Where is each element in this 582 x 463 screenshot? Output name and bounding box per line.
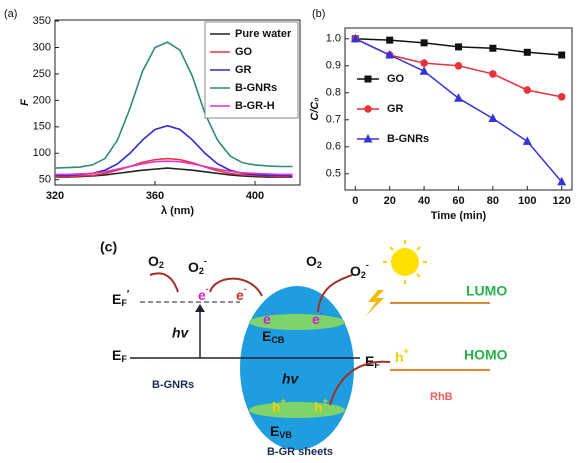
y-tick-label: 0.8 — [326, 87, 341, 99]
legend-label: B-GNRs — [387, 133, 429, 145]
marker — [454, 93, 463, 102]
marker — [421, 39, 428, 46]
figure: (c) O2 O2- EF′ e- e- hv EF B-GNRs e- e- … — [0, 0, 582, 463]
y-tick-label: 350 — [33, 15, 51, 27]
marker — [386, 37, 393, 44]
diagram: (c) O2 O2- EF′ e- e- hv EF B-GNRs e- e- … — [100, 239, 508, 458]
level-label: LUMO — [466, 283, 507, 299]
marker — [523, 86, 531, 94]
legend-label: Pure water — [235, 28, 292, 40]
hole: h+ — [395, 346, 409, 364]
species: O2 — [148, 253, 164, 271]
arrowhead — [195, 304, 205, 312]
marker — [524, 49, 531, 56]
legend-label: B-GNRs — [235, 82, 277, 94]
legend-label: GO — [387, 73, 405, 85]
y-tick-label: 1.0 — [326, 33, 341, 45]
photon: hv — [172, 325, 190, 341]
y-axis-label: F — [19, 99, 31, 106]
x-tick-label: 20 — [384, 195, 396, 207]
y-tick-label: 50 — [39, 174, 51, 186]
x-tick-label: 100 — [518, 195, 536, 207]
legend-label: B-GR-H — [235, 100, 275, 112]
species: O2- — [350, 260, 369, 280]
y-tick-label: 100 — [33, 147, 51, 159]
y-tick-label: 0.5 — [326, 168, 341, 180]
fermi-level: EF — [112, 347, 127, 365]
legend-label: GR — [235, 64, 252, 76]
marker — [489, 70, 497, 78]
x-axis-label: Time (min) — [431, 210, 487, 222]
y-tick-label: 300 — [33, 41, 51, 53]
label: RhB — [430, 391, 453, 403]
y-tick-label: 0.7 — [326, 114, 341, 126]
x-tick-label: 80 — [487, 195, 499, 207]
electron: e- — [236, 284, 247, 302]
y-axis-label: C/C₀ — [309, 97, 321, 120]
marker — [558, 93, 566, 101]
legend-label: GO — [235, 46, 253, 58]
legend-marker — [365, 76, 372, 83]
species: O2- — [188, 256, 207, 276]
x-axis-label: λ (nm) — [161, 205, 194, 217]
y-tick-label: 150 — [33, 121, 51, 133]
x-tick-label: 40 — [418, 195, 430, 207]
marker — [420, 59, 428, 67]
y-tick-label: 200 — [33, 94, 51, 106]
marker — [455, 62, 463, 70]
marker — [558, 52, 565, 59]
marker — [523, 136, 532, 145]
x-tick-label: 60 — [452, 195, 464, 207]
legend-label: GR — [387, 103, 404, 115]
panel-label: (c) — [100, 239, 117, 255]
label: B-GR sheets — [267, 446, 333, 458]
x-tick-label: 320 — [46, 190, 64, 202]
panel-label: (a) — [4, 8, 17, 20]
y-tick-label: 250 — [33, 68, 51, 80]
photon: hv — [282, 371, 300, 387]
panel-label: (b) — [312, 8, 325, 20]
y-tick-label: 0.9 — [326, 60, 341, 72]
marker — [489, 45, 496, 52]
marker — [488, 113, 497, 122]
plot-frame — [345, 28, 572, 190]
legend-marker — [364, 105, 372, 113]
sheet — [240, 286, 354, 450]
species: O2 — [306, 253, 322, 271]
x-tick-label: 0 — [352, 195, 358, 207]
x-tick-label: 120 — [553, 195, 571, 207]
label: B-GNRs — [152, 379, 194, 391]
x-tick-label: 360 — [146, 190, 164, 202]
electron: e- — [198, 284, 209, 302]
arrow — [150, 273, 178, 292]
x-tick-label: 400 — [246, 190, 264, 202]
light — [366, 290, 384, 316]
level-label: HOMO — [464, 347, 508, 363]
fermi-level: EF′ — [112, 289, 130, 309]
marker — [455, 43, 462, 50]
y-tick-label: 0.6 — [326, 141, 341, 153]
sun — [391, 248, 419, 276]
